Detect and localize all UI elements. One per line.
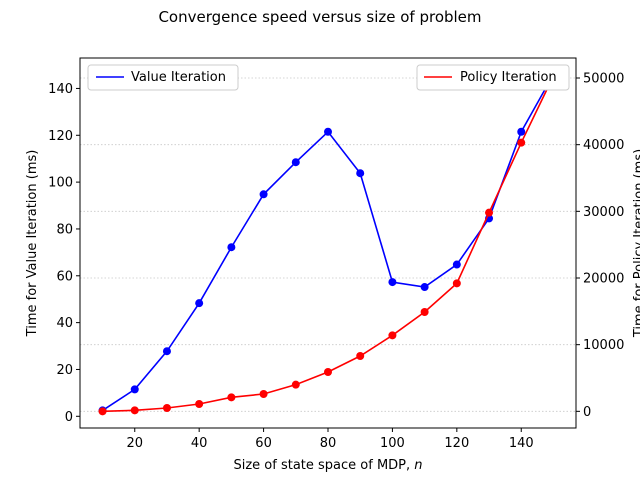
data-point-0 — [388, 278, 397, 287]
x-tick-label: 120 — [444, 436, 469, 451]
x-axis-label-variable: n — [414, 458, 422, 473]
y-left-tick-label: 40 — [56, 316, 73, 331]
data-point-1 — [452, 279, 461, 288]
data-point-0 — [195, 299, 204, 308]
y-left-tick-label: 140 — [48, 82, 73, 97]
series-line-1 — [102, 75, 555, 413]
y-right-tick-label: 0 — [583, 405, 591, 420]
data-point-0 — [517, 127, 526, 136]
y-left-tick-label: 100 — [48, 176, 73, 191]
series-area — [98, 70, 558, 416]
y-axis-left: 0 20 40 60 80 100 120 140 — [48, 82, 80, 425]
data-point-0 — [420, 283, 429, 292]
data-point-1 — [195, 400, 204, 408]
legend-left: Value Iteration — [87, 64, 239, 91]
data-point-0 — [259, 190, 268, 199]
x-tick-label: 60 — [255, 436, 272, 451]
data-point-1 — [324, 368, 332, 376]
y-axis-right-label: Time for Policy Iteration (ms) — [632, 149, 640, 338]
y-right-tick-label: 40000 — [583, 138, 624, 153]
data-point-1 — [356, 352, 365, 360]
data-point-1 — [291, 380, 300, 389]
y-left-tick-label: 120 — [48, 129, 73, 144]
y-right-tick-label: 10000 — [583, 338, 624, 353]
data-point-1 — [388, 331, 397, 340]
y-left-tick-label: 0 — [65, 410, 73, 425]
legend-left-box — [87, 64, 239, 91]
data-point-1 — [485, 208, 494, 217]
y-left-tick-label: 60 — [56, 269, 73, 284]
legend-right-box — [416, 64, 570, 91]
data-point-1 — [420, 308, 429, 316]
y-right-tick-label: 30000 — [583, 205, 624, 220]
data-point-1 — [517, 138, 526, 147]
y-left-tick-label: 80 — [56, 222, 73, 237]
legend-right: Policy Iteration — [416, 64, 570, 91]
y-left-tick-label: 20 — [56, 363, 73, 378]
x-tick-label: 140 — [509, 436, 534, 451]
x-axis-label-text: Size of state space of MDP, — [233, 458, 414, 473]
data-point-0 — [162, 347, 171, 356]
data-point-1 — [98, 407, 107, 416]
data-point-0 — [452, 260, 461, 269]
data-point-1 — [259, 390, 268, 398]
series-line-0 — [102, 73, 555, 412]
y-right-tick-label: 50000 — [583, 72, 624, 87]
data-point-0 — [130, 385, 139, 394]
data-point-1 — [130, 406, 139, 415]
y-axis-right: 0 10000 20000 30000 40000 50000 — [576, 72, 624, 420]
data-point-1 — [162, 404, 171, 412]
x-tick-label: 20 — [126, 436, 143, 451]
x-tick-label: 80 — [320, 436, 337, 451]
legend-left-label: Value Iteration — [131, 70, 226, 85]
data-point-0 — [356, 169, 365, 178]
legend-right-label: Policy Iteration — [460, 70, 557, 85]
x-tick-label: 40 — [191, 436, 208, 451]
data-point-0 — [324, 127, 332, 136]
y-axis-left-label: Time for Value Iteration (ms) — [25, 150, 40, 338]
x-tick-label: 100 — [380, 436, 405, 451]
x-axis-label: Size of state space of MDP, n — [233, 458, 422, 473]
data-point-1 — [227, 393, 236, 402]
data-point-0 — [227, 243, 236, 252]
data-point-0 — [291, 158, 300, 167]
x-axis: 20 40 60 80 100 120 140 — [126, 428, 534, 451]
y-right-tick-label: 20000 — [583, 272, 624, 287]
chart-title: Convergence speed versus size of problem — [158, 8, 481, 26]
